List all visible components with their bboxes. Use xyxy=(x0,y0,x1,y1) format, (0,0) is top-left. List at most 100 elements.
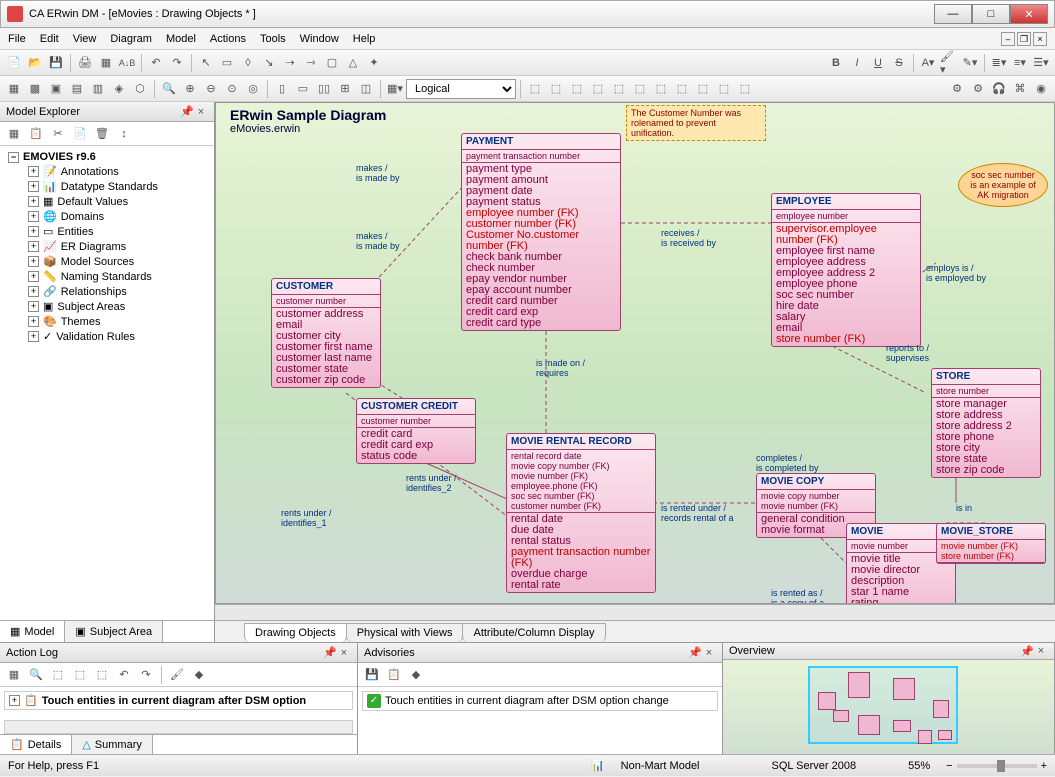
db3-icon[interactable]: 🎧 xyxy=(989,79,1009,99)
zoom-in-icon[interactable]: ⊕ xyxy=(180,79,200,99)
al-tool8-icon[interactable]: 🖌 xyxy=(167,665,187,685)
maximize-button[interactable]: □ xyxy=(972,4,1010,24)
fe10-icon[interactable]: ⬚ xyxy=(714,79,734,99)
actionlog-item[interactable]: + 📋 Touch entities in current diagram af… xyxy=(4,691,353,710)
tree-collapse-icon[interactable]: − xyxy=(8,152,19,163)
print-icon[interactable]: 🖨 xyxy=(75,53,95,73)
strike-icon[interactable]: S xyxy=(889,53,909,73)
entity-employee[interactable]: EMPLOYEE employee number supervisor.empl… xyxy=(771,193,921,347)
menu-actions[interactable]: Actions xyxy=(210,33,246,45)
menu-view[interactable]: View xyxy=(73,33,97,45)
new-icon[interactable]: 📄 xyxy=(4,53,24,73)
layout3-icon[interactable]: ▣ xyxy=(46,79,66,99)
tree-item[interactable]: +📈ER Diagrams xyxy=(2,239,212,254)
fe11-icon[interactable]: ⬚ xyxy=(735,79,755,99)
pin-icon[interactable]: 📌 xyxy=(688,646,702,659)
menu-help[interactable]: Help xyxy=(353,33,376,45)
rel2-icon[interactable]: ⇢ xyxy=(280,53,300,73)
tree-expand-icon[interactable]: + xyxy=(28,331,39,342)
al-tool1-icon[interactable]: ▦ xyxy=(4,665,24,685)
tree-expand-icon[interactable]: + xyxy=(28,301,39,312)
tree-expand-icon[interactable]: + xyxy=(28,196,39,207)
line-color-icon[interactable]: ✎▾ xyxy=(960,53,980,73)
adv-tool2-icon[interactable]: 📋 xyxy=(384,665,404,685)
tree-item[interactable]: +▦Default Values xyxy=(2,194,212,209)
cascade-icon[interactable]: ▯ xyxy=(272,79,292,99)
sort-icon[interactable]: A↓B xyxy=(117,53,137,73)
fe6-icon[interactable]: ⬚ xyxy=(630,79,650,99)
zoom-slider[interactable] xyxy=(957,764,1037,768)
al-tool2-icon[interactable]: 🔍 xyxy=(26,665,46,685)
entity-store[interactable]: STORE store number store managerstore ad… xyxy=(931,368,1041,478)
tree-item[interactable]: +🔗Relationships xyxy=(2,284,212,299)
tree-item[interactable]: +🌐Domains xyxy=(2,209,212,224)
layout2-icon[interactable]: ▩ xyxy=(25,79,45,99)
zoom-100-icon[interactable]: ⊙ xyxy=(222,79,242,99)
diagram-callout[interactable]: soc sec number is an example of AK migra… xyxy=(958,163,1048,207)
entity-movie-rental[interactable]: MOVIE RENTAL RECORD rental record date m… xyxy=(506,433,656,593)
fe8-icon[interactable]: ⬚ xyxy=(672,79,692,99)
align3-icon[interactable]: ☰▾ xyxy=(1031,53,1051,73)
tab-model[interactable]: ▦Model xyxy=(0,621,65,642)
menu-file[interactable]: File xyxy=(8,33,26,45)
fe1-icon[interactable]: ⬚ xyxy=(525,79,545,99)
entity-movie-store[interactable]: MOVIE_STORE movie number (FK) store numb… xyxy=(936,523,1046,564)
tree-item[interactable]: +▭Entities xyxy=(2,224,212,239)
al-tool4-icon[interactable]: ⬚ xyxy=(70,665,90,685)
horizontal-scrollbar[interactable] xyxy=(215,604,1055,620)
expand-icon[interactable]: + xyxy=(9,695,20,706)
pin-icon[interactable]: 📌 xyxy=(323,646,337,659)
advisory-item[interactable]: ✓ Touch entities in current diagram afte… xyxy=(362,691,718,711)
bold-icon[interactable]: B xyxy=(826,53,846,73)
fe3-icon[interactable]: ⬚ xyxy=(567,79,587,99)
tab-attribute[interactable]: Attribute/Column Display xyxy=(462,623,605,642)
zoom-out-button[interactable]: − xyxy=(946,760,952,772)
zoom-sel-icon[interactable]: ◎ xyxy=(243,79,263,99)
tree-item[interactable]: +▣Subject Areas xyxy=(2,299,212,314)
mdi-minimize-icon[interactable]: – xyxy=(1001,32,1015,46)
font-color-icon[interactable]: A▾ xyxy=(918,53,938,73)
diagram-note[interactable]: The Customer Number was rolenamed to pre… xyxy=(626,105,766,141)
fill-color-icon[interactable]: 🖌▾ xyxy=(939,53,959,73)
fe4-icon[interactable]: ⬚ xyxy=(588,79,608,99)
tab-details[interactable]: 📋Details xyxy=(0,735,72,754)
entity-customer-credit[interactable]: CUSTOMER CREDIT customer number credit c… xyxy=(356,398,476,464)
explorer-tree[interactable]: −EMOVIES r9.6 +📝Annotations+📊Datatype St… xyxy=(0,146,214,620)
save-icon[interactable]: 💾 xyxy=(46,53,66,73)
rel1-icon[interactable]: ↘ xyxy=(259,53,279,73)
tree-item[interactable]: +📊Datatype Standards xyxy=(2,179,212,194)
underline-icon[interactable]: U xyxy=(868,53,888,73)
minimize-button[interactable]: — xyxy=(934,4,972,24)
tree-item[interactable]: +📦Model Sources xyxy=(2,254,212,269)
level-combo[interactable]: Logical xyxy=(406,79,516,99)
zoom-in-button[interactable]: + xyxy=(1041,760,1047,772)
layout5-icon[interactable]: ▥ xyxy=(88,79,108,99)
tab-subject-area[interactable]: ▣Subject Area xyxy=(65,621,163,642)
zoom-fit-icon[interactable]: 🔍 xyxy=(159,79,179,99)
annotation-icon[interactable]: ▢ xyxy=(322,53,342,73)
view-tool-icon[interactable]: ◊ xyxy=(238,53,258,73)
tree-expand-icon[interactable]: + xyxy=(28,271,39,282)
arrange-icon[interactable]: ⊞ xyxy=(335,79,355,99)
fe7-icon[interactable]: ⬚ xyxy=(651,79,671,99)
layout6-icon[interactable]: ◈ xyxy=(109,79,129,99)
al-tool5-icon[interactable]: ⬚ xyxy=(92,665,112,685)
db5-icon[interactable]: ◉ xyxy=(1031,79,1051,99)
tree-expand-icon[interactable]: + xyxy=(28,166,39,177)
db2-icon[interactable]: ⚙ xyxy=(968,79,988,99)
zoom-out-icon[interactable]: ⊖ xyxy=(201,79,221,99)
mart-icon[interactable]: ▦ xyxy=(96,53,116,73)
tree-item[interactable]: +📝Annotations xyxy=(2,164,212,179)
tree-expand-icon[interactable]: + xyxy=(28,181,39,192)
close-button[interactable]: ✕ xyxy=(1010,4,1048,24)
redo-icon[interactable]: ↷ xyxy=(167,53,187,73)
menu-tools[interactable]: Tools xyxy=(260,33,286,45)
layout7-icon[interactable]: ⬡ xyxy=(130,79,150,99)
tab-drawing-objects[interactable]: Drawing Objects xyxy=(244,623,347,642)
subtype-icon[interactable]: △ xyxy=(343,53,363,73)
db1-icon[interactable]: ⚙ xyxy=(947,79,967,99)
exp-tool6-icon[interactable]: ↕ xyxy=(114,124,134,144)
exp-tool5-icon[interactable]: 🗑 xyxy=(92,124,112,144)
pin-icon[interactable]: 📌 xyxy=(180,105,194,118)
fe5-icon[interactable]: ⬚ xyxy=(609,79,629,99)
